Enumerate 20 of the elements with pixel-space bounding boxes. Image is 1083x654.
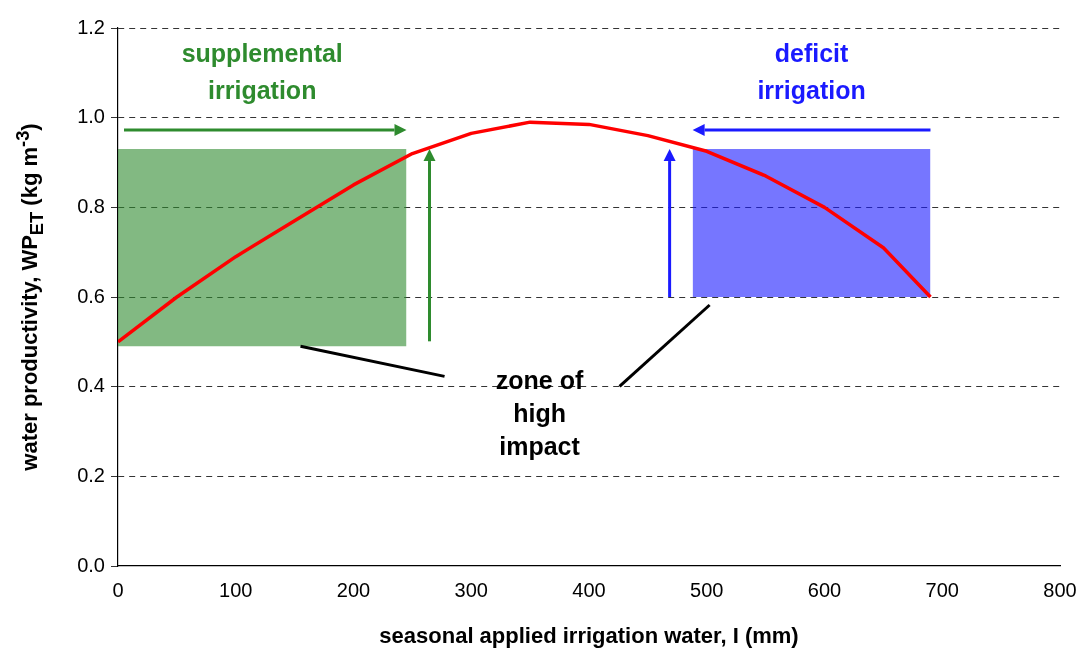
y-tick-label: 1.0 bbox=[77, 105, 105, 128]
x-tick-label: 800 bbox=[1043, 578, 1077, 601]
annotation: zone of high impact bbox=[495, 366, 584, 461]
x-tick-label: 300 bbox=[454, 578, 488, 601]
legend-label: deficit irrigation bbox=[757, 38, 866, 104]
x-tick-label: 500 bbox=[690, 578, 724, 601]
y-tick-label: 1.2 bbox=[77, 15, 105, 38]
x-tick-label: 200 bbox=[336, 578, 371, 601]
x-tick-label: 100 bbox=[219, 578, 253, 601]
x-tick-label: 400 bbox=[572, 578, 606, 601]
y-tick-label: 0.2 bbox=[77, 463, 105, 486]
y-tick-label: 0.4 bbox=[77, 374, 105, 397]
x-tick-label: 0 bbox=[112, 578, 124, 601]
y-tick-label: 0.0 bbox=[77, 553, 105, 576]
legend-label: supplemental irrigation bbox=[181, 38, 343, 104]
x-tick-label: 700 bbox=[925, 578, 959, 601]
x-axis-title: seasonal applied irrigation water, I (mm) bbox=[379, 622, 799, 648]
y-tick-label: 0.6 bbox=[77, 284, 105, 307]
y-tick-label: 0.8 bbox=[77, 194, 105, 217]
x-tick-label: 600 bbox=[807, 578, 842, 601]
